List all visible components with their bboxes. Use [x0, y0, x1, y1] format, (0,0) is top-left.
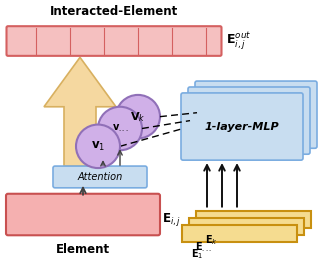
- FancyBboxPatch shape: [188, 87, 310, 154]
- Polygon shape: [44, 57, 116, 166]
- Text: Interacted-Element: Interacted-Element: [50, 5, 178, 18]
- FancyBboxPatch shape: [195, 81, 317, 148]
- Circle shape: [98, 107, 142, 150]
- Text: $\mathbf{v}_{...}$: $\mathbf{v}_{...}$: [111, 122, 128, 134]
- FancyBboxPatch shape: [181, 93, 303, 160]
- Text: Element: Element: [56, 243, 110, 256]
- Text: $\mathbf{V}_{k}$: $\mathbf{V}_{k}$: [130, 110, 146, 124]
- FancyBboxPatch shape: [6, 194, 160, 235]
- Circle shape: [76, 125, 120, 168]
- Text: $\mathbf{E}_{1}$: $\mathbf{E}_{1}$: [191, 247, 203, 261]
- FancyBboxPatch shape: [7, 26, 221, 56]
- Text: Attention: Attention: [77, 172, 123, 182]
- Circle shape: [116, 95, 160, 138]
- Text: $\mathbf{v}_{1}$: $\mathbf{v}_{1}$: [91, 140, 105, 153]
- Text: $\mathbf{E}_{i,j}^{out}$: $\mathbf{E}_{i,j}^{out}$: [226, 31, 251, 52]
- Text: $\mathbf{E}_{i,j}$: $\mathbf{E}_{i,j}$: [162, 211, 181, 228]
- FancyBboxPatch shape: [189, 218, 304, 235]
- FancyBboxPatch shape: [183, 225, 298, 242]
- FancyBboxPatch shape: [53, 166, 147, 188]
- Text: 1-layer-MLP: 1-layer-MLP: [205, 121, 279, 131]
- Text: $\mathbf{E}_{...}$: $\mathbf{E}_{...}$: [195, 240, 213, 254]
- FancyBboxPatch shape: [197, 211, 312, 228]
- Text: $\mathbf{E}_{k}$: $\mathbf{E}_{k}$: [204, 233, 217, 247]
